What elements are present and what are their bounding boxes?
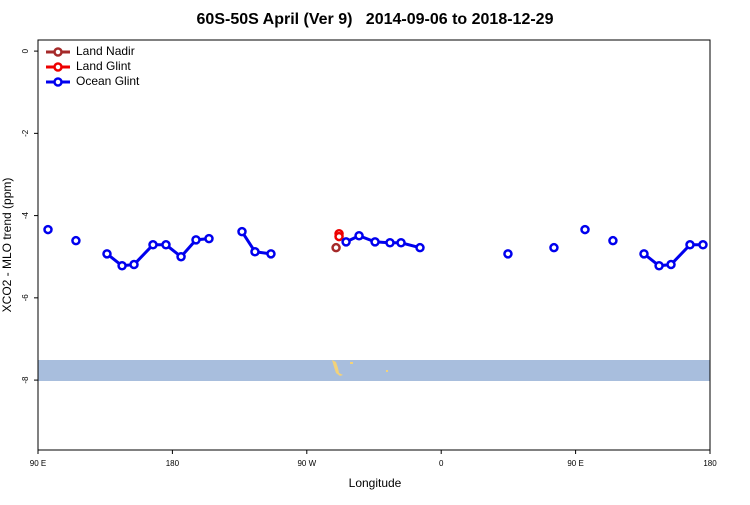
point [129, 259, 139, 270]
y-axis-label: XCO2 - MLO trend (ppm) [0, 178, 14, 313]
point [71, 235, 81, 246]
point [161, 240, 171, 250]
point [354, 230, 364, 241]
x-tick-label: 90 E [30, 459, 46, 468]
x-tick-label: 180 [166, 459, 180, 468]
point [639, 249, 649, 259]
y-tick-label: -2 [21, 129, 30, 137]
land-shape [386, 370, 388, 372]
point [334, 231, 344, 242]
point [191, 235, 201, 245]
point [415, 242, 425, 253]
point [331, 242, 341, 253]
point [176, 251, 186, 262]
legend-marker [53, 77, 63, 87]
point [148, 240, 158, 250]
legend-label: Ocean Glint [76, 74, 140, 88]
point [549, 242, 559, 253]
point [608, 235, 618, 246]
point [396, 237, 406, 248]
x-tick-label: 90 E [567, 459, 583, 468]
x-axis-label: Longitude [349, 476, 402, 490]
point [385, 237, 395, 248]
point [370, 237, 380, 247]
x-tick-label: 90 W [297, 459, 316, 468]
point [503, 249, 513, 259]
point [685, 240, 695, 250]
point [580, 224, 590, 235]
y-tick-label: 0 [21, 48, 30, 53]
point [341, 237, 351, 247]
legend-label: Land Glint [76, 59, 131, 73]
x-tick-label: 180 [703, 459, 717, 468]
land-shape [332, 360, 343, 376]
chart-title: 60S-50S April (Ver 9) 2014-09-06 to 2018… [197, 11, 554, 28]
plot-frame [37, 39, 711, 451]
legend-marker [53, 47, 63, 57]
point [266, 249, 276, 259]
x-tick-label: 0 [439, 459, 444, 468]
point [698, 240, 708, 250]
legend-label: Land Nadir [76, 44, 135, 58]
land-shape [350, 362, 353, 364]
legend-marker [53, 62, 63, 72]
point [654, 261, 664, 271]
y-tick-label: -4 [21, 211, 30, 219]
point [43, 224, 53, 235]
point [237, 226, 247, 237]
point [102, 249, 112, 259]
point [250, 247, 260, 257]
y-tick-label: -6 [21, 294, 30, 302]
map-band [38, 360, 710, 381]
point [117, 261, 127, 271]
y-tick-label: -8 [21, 376, 30, 384]
point [666, 259, 676, 270]
point [204, 233, 214, 244]
